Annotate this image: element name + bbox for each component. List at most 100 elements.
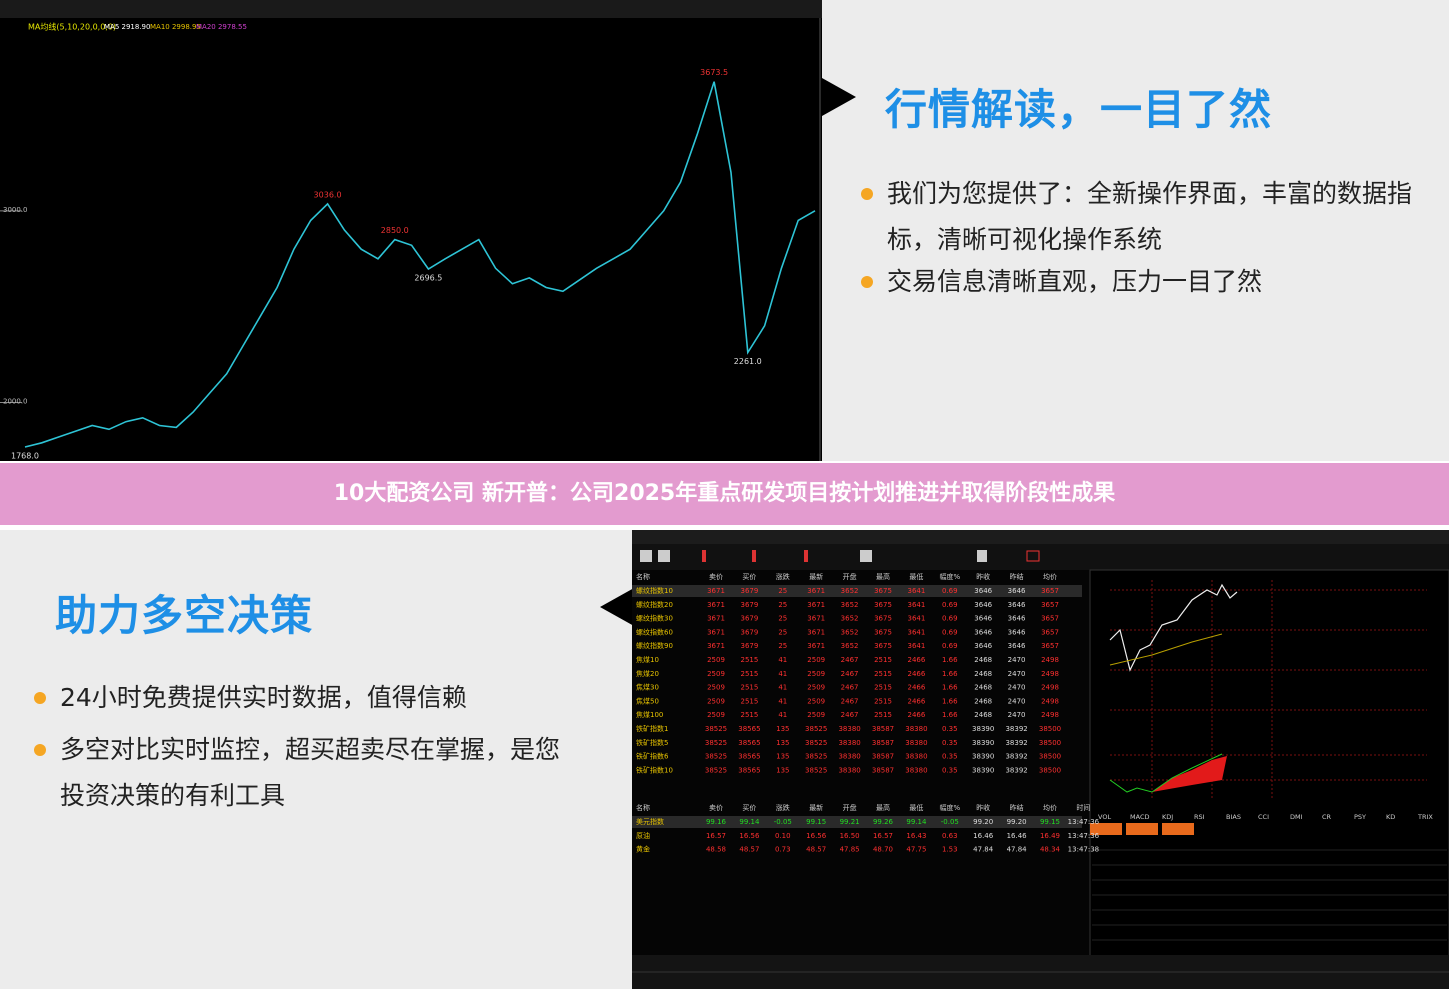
cell: 38500 bbox=[1039, 725, 1061, 733]
cell: 38390 bbox=[972, 766, 994, 774]
cell: 3657 bbox=[1041, 642, 1059, 650]
column-header: 昨收 bbox=[976, 572, 990, 581]
cell: 螺纹指数60 bbox=[636, 627, 673, 636]
cell: 99.14 bbox=[739, 818, 760, 826]
indicator-tab: KD bbox=[1386, 813, 1395, 821]
cell: 3679 bbox=[740, 642, 758, 650]
cell: 38565 bbox=[738, 753, 760, 761]
cell: 38587 bbox=[872, 739, 894, 747]
cell: 2467 bbox=[841, 670, 859, 678]
price-line bbox=[24, 81, 816, 448]
cell: 38392 bbox=[1005, 739, 1027, 747]
cell: 3652 bbox=[841, 642, 859, 650]
cell: 焦煤20 bbox=[636, 669, 659, 678]
cell: 38380 bbox=[905, 725, 927, 733]
cell: 16.50 bbox=[840, 832, 860, 840]
cell: 13:47:38 bbox=[1068, 846, 1099, 854]
cell: 41 bbox=[778, 711, 787, 719]
mini-grid bbox=[1110, 580, 1427, 800]
cell: 3675 bbox=[874, 628, 892, 636]
bullet: 我们为您提供了：全新操作界面，丰富的数据指标，清晰可视化操作系统 bbox=[861, 171, 1427, 263]
cell: 3675 bbox=[874, 642, 892, 650]
cell: 3641 bbox=[907, 628, 925, 636]
column-header: 最低 bbox=[909, 803, 923, 812]
cell: 3679 bbox=[740, 615, 758, 623]
annotation: 2696.5 bbox=[414, 274, 442, 283]
cell: 135 bbox=[776, 739, 789, 747]
cell: 99.15 bbox=[1040, 818, 1060, 826]
side-panel bbox=[1089, 569, 1449, 989]
indicator-tab: RSI bbox=[1194, 813, 1205, 821]
cell: 3671 bbox=[707, 587, 725, 595]
cell: 25 bbox=[778, 642, 787, 650]
cell: 2470 bbox=[1008, 656, 1026, 664]
column-header: 最低 bbox=[909, 572, 923, 581]
cell: 48.58 bbox=[706, 846, 726, 854]
cell: 螺纹指数30 bbox=[636, 614, 673, 623]
cell: 2509 bbox=[807, 670, 825, 678]
cell: 0.69 bbox=[942, 642, 958, 650]
column-header: 均价 bbox=[1043, 572, 1057, 581]
indicator-tab: PSY bbox=[1354, 813, 1366, 821]
cell: -0.05 bbox=[941, 818, 959, 826]
cell: 2509 bbox=[807, 711, 825, 719]
ma-label: MA5 2918.90 bbox=[104, 23, 150, 31]
cell: 2515 bbox=[874, 656, 892, 664]
cell: 2498 bbox=[1041, 697, 1059, 705]
tab-button[interactable] bbox=[1126, 823, 1158, 835]
cell: 38392 bbox=[1005, 725, 1027, 733]
annotation: 2850.0 bbox=[381, 226, 409, 235]
bullet: 24小时免费提供实时数据，值得信赖 bbox=[34, 675, 580, 721]
column-header: 均价 bbox=[1043, 803, 1057, 812]
cell: 38392 bbox=[1005, 766, 1027, 774]
cell: 38380 bbox=[905, 753, 927, 761]
cell: 焦煤50 bbox=[636, 696, 659, 705]
cell: 2468 bbox=[974, 697, 992, 705]
cell: 2498 bbox=[1041, 711, 1059, 719]
cell: 2468 bbox=[974, 670, 992, 678]
cell: 38525 bbox=[805, 739, 827, 747]
cell: 38380 bbox=[838, 739, 860, 747]
cell: 2515 bbox=[740, 697, 758, 705]
cell: 16.49 bbox=[1040, 832, 1060, 840]
cell: 48.70 bbox=[873, 846, 893, 854]
cell: 48.57 bbox=[739, 846, 759, 854]
cell: 2515 bbox=[740, 656, 758, 664]
indicator-tab: MACD bbox=[1130, 813, 1149, 821]
cell: 2468 bbox=[974, 711, 992, 719]
column-header: 昨收 bbox=[976, 803, 990, 812]
cell: 2509 bbox=[807, 656, 825, 664]
column-header: 昨结 bbox=[1010, 803, 1024, 812]
cell: 41 bbox=[778, 684, 787, 692]
indicator-tab: CR bbox=[1322, 813, 1332, 821]
cell: 16.56 bbox=[806, 832, 827, 840]
cell: 38525 bbox=[805, 725, 827, 733]
cell: 3657 bbox=[1041, 628, 1059, 636]
cell: 3646 bbox=[1008, 615, 1026, 623]
cell: 3671 bbox=[707, 601, 725, 609]
cell: 38525 bbox=[805, 766, 827, 774]
mini-area bbox=[1132, 756, 1227, 792]
cell: 黄金 bbox=[636, 845, 650, 854]
cell: 2466 bbox=[907, 670, 925, 678]
cell: 3646 bbox=[1008, 628, 1026, 636]
cell: 3657 bbox=[1041, 615, 1059, 623]
cell: 1.66 bbox=[942, 711, 958, 719]
cell: 3671 bbox=[807, 601, 825, 609]
indicator-tab: VOL bbox=[1098, 813, 1111, 821]
cell: 2470 bbox=[1008, 670, 1026, 678]
tab-button[interactable] bbox=[1090, 823, 1122, 835]
cell: 3671 bbox=[707, 642, 725, 650]
banner: 10大配资公司 新开普：公司2025年重点研发项目按计划推进并取得阶段性成果 bbox=[0, 463, 1449, 525]
cell: 2498 bbox=[1041, 684, 1059, 692]
pointer-arrow bbox=[600, 588, 634, 626]
column-header: 涨跌 bbox=[776, 803, 790, 812]
column-header: 昨结 bbox=[1010, 572, 1024, 581]
cell: 3646 bbox=[974, 601, 992, 609]
column-header: 最新 bbox=[809, 572, 823, 581]
cell: 0.35 bbox=[942, 766, 958, 774]
cell: 38525 bbox=[705, 739, 727, 747]
tab-button[interactable] bbox=[1162, 823, 1194, 835]
annotation: 3673.5 bbox=[700, 68, 728, 77]
